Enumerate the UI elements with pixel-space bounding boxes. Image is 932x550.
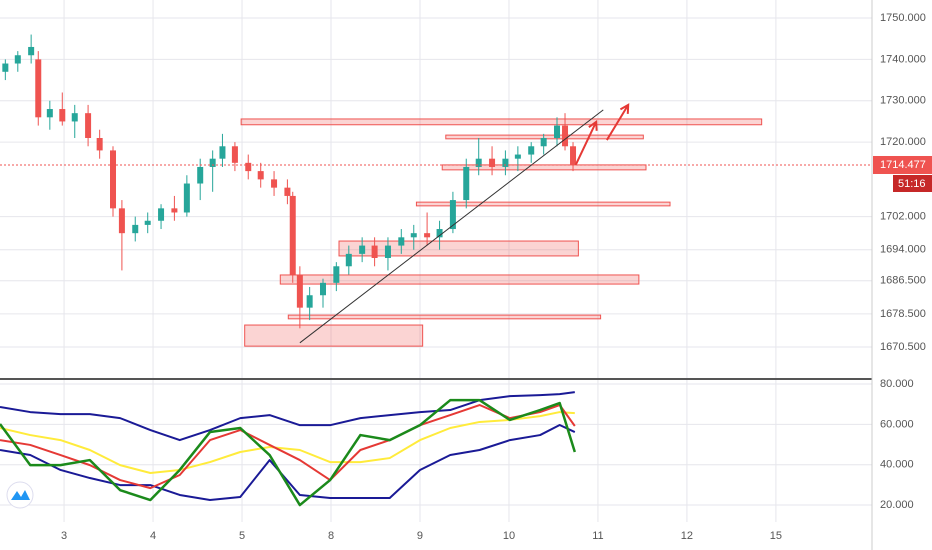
y-tick-label: 1720.000 — [880, 136, 926, 148]
candle-body — [46, 109, 53, 118]
candle-body — [284, 187, 291, 196]
candle-body — [359, 245, 366, 254]
candle-body — [306, 295, 313, 308]
candle-body — [245, 162, 252, 172]
candle-body — [59, 109, 66, 122]
candle-body — [71, 113, 78, 122]
y-tick-label: 1730.000 — [880, 95, 926, 107]
candle-body — [528, 146, 535, 155]
candle-body — [219, 146, 226, 159]
countdown-box — [893, 174, 932, 192]
zone — [441, 164, 647, 171]
candle-body — [424, 233, 431, 238]
candle-body — [296, 274, 303, 308]
candle-body — [28, 46, 35, 56]
y-tick-label: 1740.000 — [880, 53, 926, 65]
y-tick-label: 80.000 — [880, 378, 914, 390]
y-tick-label: 1750.000 — [880, 12, 926, 24]
y-tick-label: 60.000 — [880, 418, 914, 430]
candle-body — [197, 166, 204, 184]
candle-body — [502, 158, 509, 167]
arrow — [605, 103, 630, 141]
y-tick-label: 40.000 — [880, 459, 914, 471]
candle-body — [85, 113, 92, 138]
x-tick-label: 15 — [770, 530, 782, 542]
y-tick-label: 1678.500 — [880, 308, 926, 320]
candle-body — [118, 208, 125, 234]
indicator-line — [0, 423, 576, 502]
zone — [287, 314, 602, 320]
candle-body — [14, 55, 21, 64]
marks — [0, 34, 872, 507]
candle-body — [384, 245, 391, 258]
candle-body — [371, 245, 378, 258]
y-tick-label: 1686.500 — [880, 275, 926, 287]
x-tick-label: 11 — [592, 530, 603, 542]
candle-body — [319, 282, 326, 296]
y-tick-label: 1670.500 — [880, 341, 926, 353]
logo-icon — [11, 490, 30, 500]
logo-circle — [6, 481, 34, 509]
candle-body — [231, 146, 238, 163]
candle-body — [514, 154, 521, 159]
x-tick-label: 12 — [681, 530, 693, 542]
arrow — [574, 119, 598, 166]
y-tick-label: 1694.000 — [880, 244, 926, 256]
candle-body — [562, 125, 569, 147]
candle-body — [171, 208, 178, 213]
indicator-line — [0, 411, 575, 474]
candle-body — [554, 125, 561, 138]
x-tick-label: 9 — [417, 530, 423, 542]
candle-body — [2, 63, 9, 72]
candle-body — [257, 171, 264, 180]
candle-body — [158, 208, 165, 221]
candle-body — [144, 220, 151, 225]
candle-body — [110, 150, 117, 209]
candle-body — [436, 229, 443, 238]
candle-body — [489, 158, 496, 167]
candle-body — [96, 138, 103, 151]
candle-body — [132, 224, 139, 234]
candle-body — [345, 253, 352, 267]
trendline — [299, 109, 604, 344]
axes: 3 4 5 8 9 10 11 12 15 1750.000 1740.000 1730.000 172… — [61, 12, 932, 542]
zone — [415, 201, 671, 207]
x-tick-label: 4 — [150, 530, 156, 542]
candle-body — [289, 195, 296, 275]
candle-body — [449, 200, 456, 230]
zone — [279, 274, 640, 285]
indicator-line — [0, 391, 575, 442]
candle-body — [570, 146, 577, 165]
zone — [240, 118, 763, 126]
indicator-line — [0, 398, 577, 507]
logo — [6, 481, 34, 509]
price-label: 1714.477 — [880, 159, 926, 171]
y-tick-label: 1702.000 — [880, 211, 926, 223]
candle-body — [463, 166, 470, 201]
candle-body — [475, 158, 482, 167]
countdown: 51:16 — [898, 178, 926, 190]
candle-body — [35, 59, 42, 118]
x-tick-label: 8 — [328, 530, 334, 542]
candle-body — [398, 237, 405, 246]
candle-body — [271, 179, 278, 188]
y-tick-label: 20.000 — [880, 499, 914, 511]
price-label-box — [873, 155, 932, 174]
candle-body — [209, 158, 216, 167]
candle-body — [183, 183, 190, 213]
candle-body — [410, 233, 417, 238]
x-tick-label: 3 — [61, 530, 67, 542]
x-tick-label: 5 — [239, 530, 245, 542]
x-tick-label: 10 — [503, 530, 515, 542]
zone — [244, 324, 424, 347]
candle-body — [333, 266, 340, 283]
candle-body — [540, 138, 547, 147]
